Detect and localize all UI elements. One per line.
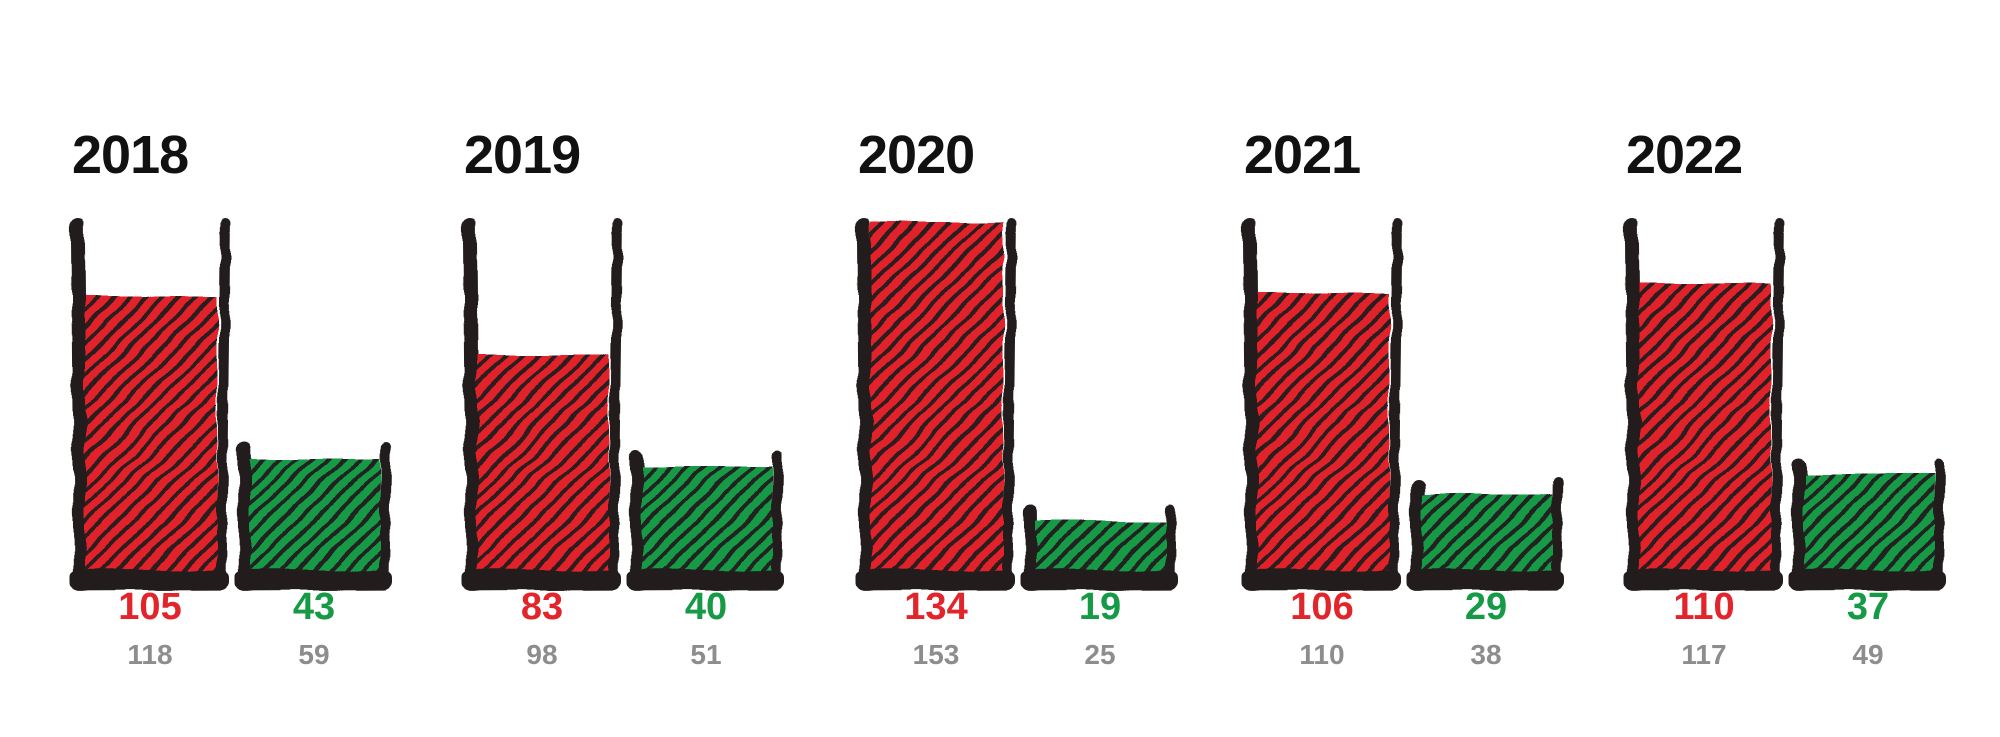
bar-value-label: 110	[1673, 586, 1735, 628]
year-label: 2018	[72, 125, 189, 185]
red-bar: 83 98	[462, 0, 623, 737]
bar-secondary-value-label: 110	[1299, 639, 1345, 670]
bar-fill-hatched	[477, 354, 609, 576]
bar-secondary-value-label: 25	[1084, 639, 1116, 670]
bar-value-label: 83	[520, 586, 564, 628]
year-group-2018: 2018 105 118 43 59	[70, 0, 402, 737]
bar-graphic	[1407, 0, 1565, 737]
bar-value-label: 43	[292, 586, 336, 628]
bar-value-label: 37	[1846, 586, 1890, 628]
year-group-2019: 2019 83 98 40 51	[462, 0, 794, 737]
bar-secondary-value-label: 59	[298, 639, 330, 670]
bar-right-wall	[771, 449, 783, 586]
bar-fill-hatched	[871, 222, 1003, 576]
green-bar: 37 49	[1789, 0, 1947, 737]
year-group-2022: 2022 110 117 37 49	[1624, 0, 1956, 737]
bar-value-label: 29	[1464, 586, 1508, 628]
green-bar: 19 25	[1021, 0, 1179, 737]
bar-value-label: 105	[118, 586, 182, 628]
bar-secondary-value-label: 153	[912, 639, 960, 670]
bar-value-label: 40	[684, 586, 728, 628]
bar-right-wall	[608, 217, 623, 586]
year-label: 2020	[858, 125, 975, 185]
bar-right-wall	[1770, 217, 1785, 586]
bar-graphic	[856, 0, 1017, 737]
bar-right-wall	[1002, 217, 1017, 586]
bar-secondary-value-label: 49	[1852, 639, 1884, 670]
bar-graphic	[1624, 0, 1785, 737]
bar-graphic	[235, 0, 393, 737]
bar-right-wall	[1933, 457, 1945, 586]
bar-graphic	[627, 0, 785, 737]
bar-fill-hatched	[250, 458, 380, 576]
bar-graphic	[1789, 0, 1947, 737]
green-bar: 29 38	[1407, 0, 1565, 737]
year-group-2021: 2021 106 110 29 38	[1242, 0, 1574, 737]
bar-secondary-value-label: 38	[1470, 639, 1502, 670]
bar-fill-hatched	[1639, 284, 1771, 576]
red-bar: 105 118	[70, 0, 231, 737]
bar-graphic	[70, 0, 231, 737]
year-label: 2021	[1244, 125, 1361, 185]
bar-secondary-value-label: 51	[690, 639, 722, 670]
bar-fill-hatched	[642, 466, 772, 576]
bar-secondary-value-label: 98	[526, 639, 558, 670]
bar-value-label: 134	[904, 586, 968, 628]
year-label: 2022	[1626, 125, 1743, 185]
year-group-2020: 2020 134 153 19 25	[856, 0, 1188, 737]
bar-value-label: 106	[1290, 586, 1354, 628]
bar-fill-hatched	[1036, 521, 1166, 576]
bar-graphic	[462, 0, 623, 737]
red-bar: 110 117	[1624, 0, 1785, 737]
bar-graphic	[1242, 0, 1403, 737]
green-bar: 40 51	[627, 0, 785, 737]
year-label: 2019	[464, 125, 581, 185]
green-bar: 43 59	[235, 0, 393, 737]
bar-fill-hatched	[1422, 495, 1552, 576]
bar-right-wall	[379, 441, 391, 586]
bar-fill-hatched	[1257, 294, 1389, 576]
bar-secondary-value-label: 118	[127, 639, 173, 670]
bar-graphic	[1021, 0, 1179, 737]
bar-value-label: 19	[1078, 586, 1122, 628]
bar-fill-hatched	[1804, 474, 1934, 576]
red-bar: 134 153	[856, 0, 1017, 737]
bar-fill-hatched	[85, 297, 217, 576]
bar-secondary-value-label: 117	[1681, 639, 1727, 670]
bar-right-wall	[216, 217, 231, 586]
red-bar: 106 110	[1242, 0, 1403, 737]
bar-right-wall	[1388, 217, 1403, 586]
